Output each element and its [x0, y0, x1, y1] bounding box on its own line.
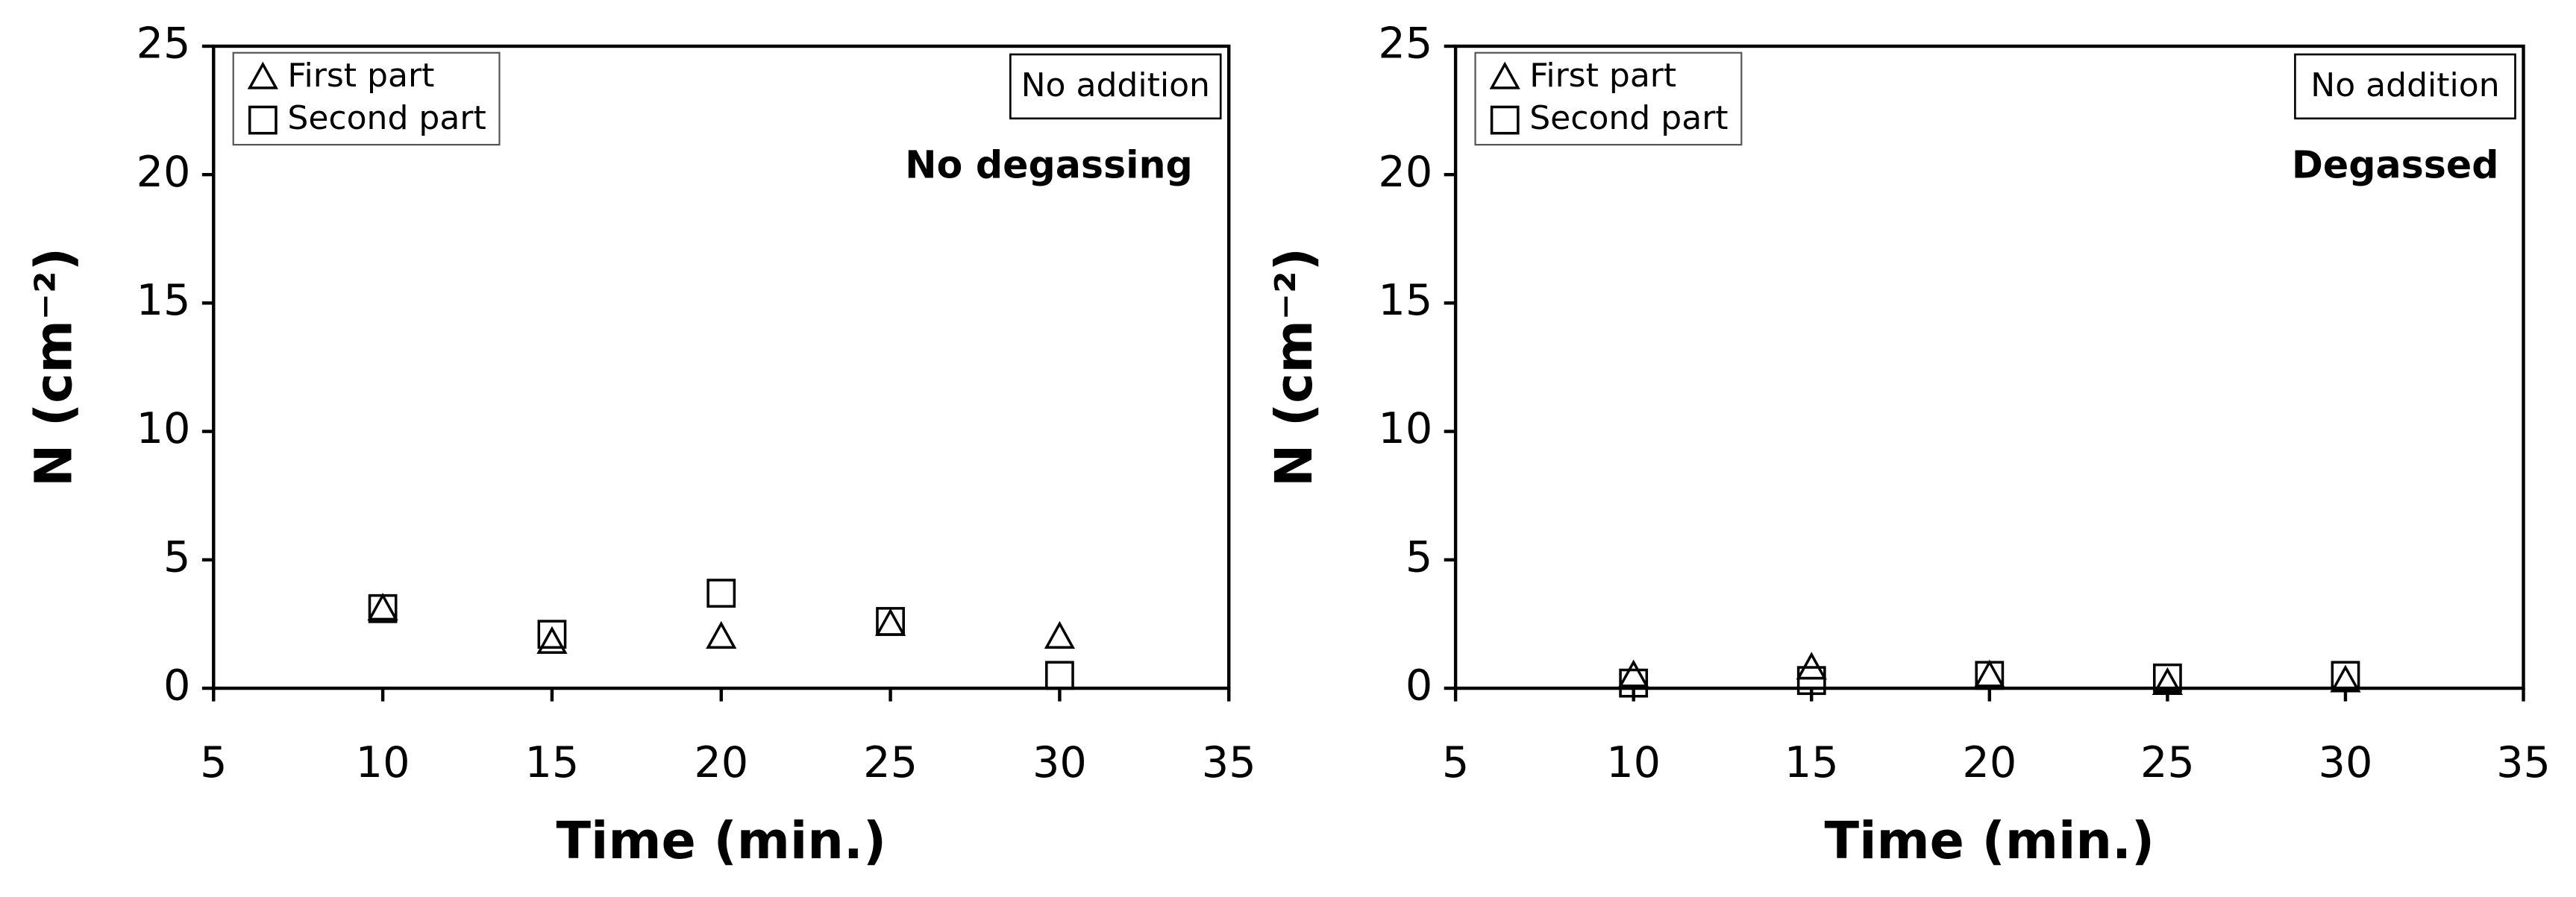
triangle-marker — [367, 593, 398, 621]
y-axis-title: N (cm⁻²) — [1265, 248, 1324, 487]
legend-marker — [247, 61, 278, 89]
triangle-marker — [1044, 620, 1076, 649]
x-tick-label: 25 — [2140, 737, 2195, 787]
square-marker — [537, 620, 567, 649]
y-tick-label: 15 — [137, 275, 191, 325]
annotation: Degassed — [2292, 142, 2499, 186]
x-tick-label: 5 — [200, 737, 227, 787]
x-tick-label: 20 — [694, 737, 748, 787]
x-tick-label: 30 — [2319, 737, 2373, 787]
legend-label: Second part — [1529, 99, 1728, 137]
x-tick-label: 20 — [1962, 737, 2016, 787]
x-tick-label: 5 — [1442, 737, 1469, 787]
legend-box — [1474, 51, 1743, 146]
square-marker — [368, 594, 398, 623]
note-box — [2294, 53, 2516, 120]
y-tick-label: 20 — [1378, 147, 1432, 197]
x-tick-label: 10 — [356, 737, 410, 787]
legend-marker — [248, 105, 278, 135]
x-tick-label: 15 — [524, 737, 579, 787]
triangle-marker — [2152, 667, 2184, 695]
legend-box — [232, 51, 501, 146]
y-tick-label: 10 — [137, 403, 191, 453]
triangle-marker — [2330, 664, 2361, 693]
triangle-marker — [874, 608, 906, 636]
y-tick-label: 0 — [1405, 661, 1432, 711]
x-axis-title: Time (min.) — [556, 812, 886, 871]
box-note: No addition — [1021, 66, 1210, 104]
y-tick-label: 5 — [163, 532, 190, 582]
triangle-marker — [706, 620, 737, 649]
x-tick-label: 15 — [1784, 737, 1839, 787]
triangle-marker — [1618, 659, 1649, 687]
square-marker — [1619, 668, 1649, 698]
x-tick-label: 25 — [863, 737, 918, 787]
square-marker — [1045, 661, 1074, 690]
legend-label: First part — [1529, 57, 1676, 95]
y-axis-title: N (cm⁻²) — [25, 248, 84, 487]
legend-marker — [1489, 61, 1520, 89]
triangle-marker — [536, 626, 568, 654]
legend-label: Second part — [287, 99, 486, 137]
x-tick-label: 35 — [1202, 737, 1256, 787]
triangle-marker — [1974, 659, 2005, 687]
legend-marker — [1490, 105, 1520, 135]
y-tick-label: 10 — [1378, 403, 1432, 453]
x-axis-title: Time (min.) — [1825, 812, 2155, 871]
y-tick-label: 25 — [137, 19, 191, 69]
square-marker — [876, 607, 905, 636]
x-tick-label: 30 — [1032, 737, 1087, 787]
square-marker — [706, 579, 736, 608]
square-marker — [1975, 661, 2005, 690]
x-tick-label: 10 — [1606, 737, 1661, 787]
square-marker — [2331, 661, 2360, 690]
y-tick-label: 15 — [1378, 275, 1432, 325]
y-tick-label: 20 — [137, 147, 191, 197]
box-note: No addition — [2310, 66, 2499, 104]
y-tick-label: 0 — [163, 661, 190, 711]
note-box — [1009, 53, 1222, 120]
legend-label: First part — [287, 57, 434, 95]
square-marker — [1796, 666, 1826, 696]
annotation: No degassing — [905, 142, 1193, 186]
y-tick-label: 5 — [1405, 532, 1432, 582]
y-tick-label: 25 — [1378, 19, 1432, 69]
square-marker — [2153, 663, 2182, 693]
x-tick-label: 35 — [2496, 737, 2551, 787]
